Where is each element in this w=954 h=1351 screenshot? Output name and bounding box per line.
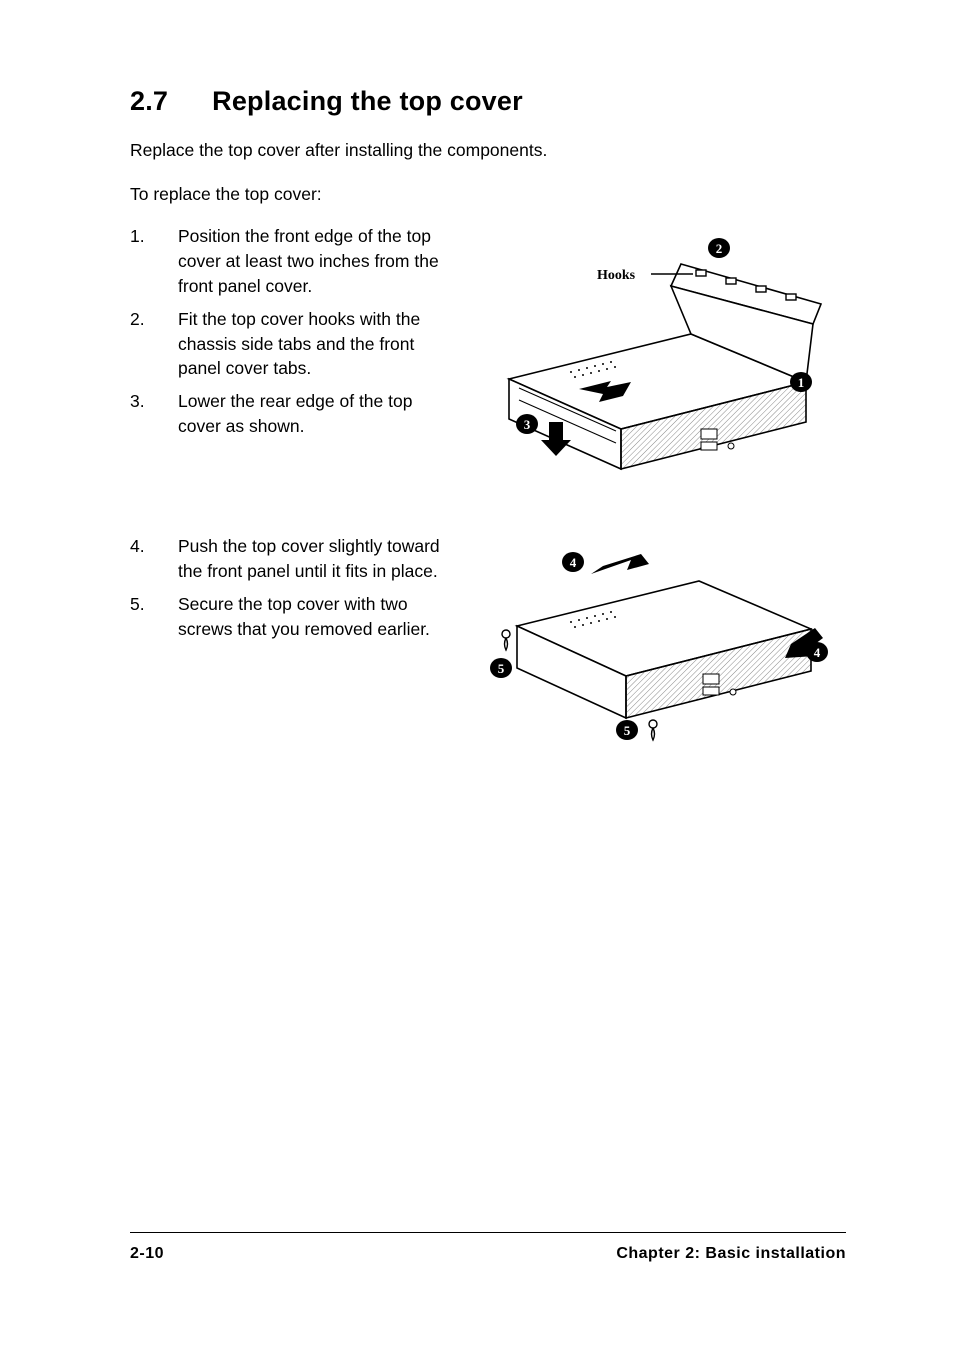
step-number: 4. xyxy=(130,534,178,584)
callout-4: 4 xyxy=(806,642,828,662)
step-item: 2. Fit the top cover hooks with the chas… xyxy=(130,307,445,382)
lead-paragraph: To replace the top cover: xyxy=(130,183,846,207)
step-item: 5. Secure the top cover with two screws … xyxy=(130,592,445,642)
step-text: Lower the rear edge of the top cover as … xyxy=(178,389,445,439)
step-number: 5. xyxy=(130,592,178,642)
content-block-1: 1. Position the front edge of the top co… xyxy=(130,224,846,484)
svg-text:2: 2 xyxy=(715,241,722,256)
step-item: 1. Position the front edge of the top co… xyxy=(130,224,445,299)
callout-2: 2 xyxy=(708,238,730,258)
step-item: 3. Lower the rear edge of the top cover … xyxy=(130,389,445,439)
callout-4: 4 xyxy=(562,552,584,572)
callout-5: 5 xyxy=(490,658,512,678)
callout-3: 3 xyxy=(516,414,538,434)
slide-arrow-icon xyxy=(591,554,649,574)
manual-page: 2.7 Replacing the top cover Replace the t… xyxy=(0,0,954,1351)
step-text: Secure the top cover with two screws tha… xyxy=(178,592,445,642)
chassis-closed-diagram: 4 4 5 5 xyxy=(471,534,831,744)
page-number: 2-10 xyxy=(130,1245,164,1263)
step-number: 1. xyxy=(130,224,178,299)
content-block-2: 4. Push the top cover slightly toward th… xyxy=(130,534,846,744)
chassis-open-diagram: Hooks 2 1 3 xyxy=(471,224,831,484)
svg-text:4: 4 xyxy=(813,645,820,660)
step-number: 2. xyxy=(130,307,178,382)
page-footer: 2-10 Chapter 2: Basic installation xyxy=(130,1232,846,1263)
step-text: Push the top cover slightly toward the f… xyxy=(178,534,445,584)
steps-list-1: 1. Position the front edge of the top co… xyxy=(130,224,445,447)
svg-text:4: 4 xyxy=(569,555,576,570)
intro-paragraph: Replace the top cover after installing t… xyxy=(130,139,846,163)
section-number: 2.7 xyxy=(130,86,168,117)
step-text: Fit the top cover hooks with the chassis… xyxy=(178,307,445,382)
callout-1: 1 xyxy=(790,372,812,392)
svg-text:5: 5 xyxy=(623,723,630,738)
hooks-label: Hooks xyxy=(597,268,636,283)
step-number: 3. xyxy=(130,389,178,439)
callout-5: 5 xyxy=(616,720,638,740)
section-heading: 2.7 Replacing the top cover xyxy=(130,86,846,117)
svg-text:1: 1 xyxy=(797,375,804,390)
steps-list-2: 4. Push the top cover slightly toward th… xyxy=(130,534,445,649)
chapter-title: Chapter 2: Basic installation xyxy=(616,1245,846,1263)
svg-text:3: 3 xyxy=(523,417,530,432)
screw-icon xyxy=(649,720,657,740)
svg-text:5: 5 xyxy=(497,661,504,676)
step-item: 4. Push the top cover slightly toward th… xyxy=(130,534,445,584)
section-title: Replacing the top cover xyxy=(212,86,523,116)
screw-icon xyxy=(502,630,510,650)
figure-1: Hooks 2 1 3 xyxy=(455,224,846,484)
step-text: Position the front edge of the top cover… xyxy=(178,224,445,299)
figure-2: 4 4 5 5 xyxy=(455,534,846,744)
